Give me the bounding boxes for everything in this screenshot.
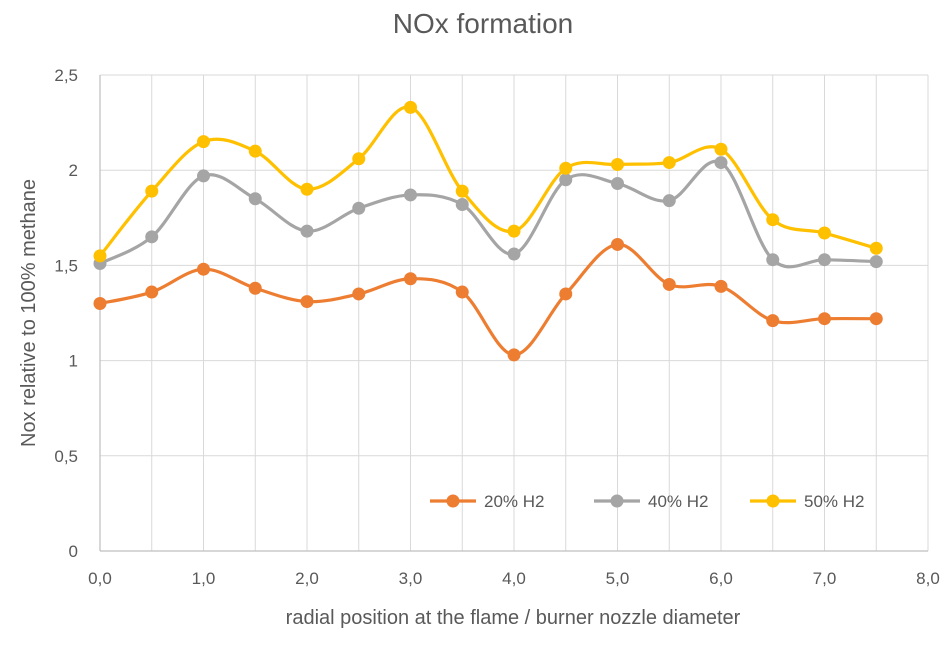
legend-label: 40% H2 bbox=[648, 492, 708, 511]
series-line-50-h2 bbox=[98, 105, 878, 258]
x-tick-label: 0,0 bbox=[88, 569, 112, 588]
data-point-40-h2 bbox=[766, 253, 780, 267]
data-point-20-h2 bbox=[559, 287, 573, 301]
series-line-20-h2 bbox=[98, 242, 878, 357]
x-tick-label: 6,0 bbox=[709, 569, 733, 588]
data-point-50-h2 bbox=[455, 184, 469, 198]
data-point-50-h2 bbox=[507, 224, 521, 238]
data-point-50-h2 bbox=[300, 182, 314, 196]
data-point-50-h2 bbox=[611, 157, 624, 171]
legend-item-20-h2: 20% H2 bbox=[430, 492, 544, 511]
data-point-20-h2 bbox=[766, 314, 780, 328]
series-line-40-h2 bbox=[98, 159, 878, 269]
legend-item-40-h2: 40% H2 bbox=[594, 492, 708, 511]
y-tick-label: 2 bbox=[69, 161, 78, 180]
series-40-h2 bbox=[93, 156, 883, 270]
data-point-50-h2 bbox=[352, 152, 366, 166]
legend-swatch-marker bbox=[610, 494, 624, 508]
data-point-40-h2 bbox=[197, 169, 210, 183]
gridlines bbox=[100, 74, 929, 551]
x-tick-label: 4,0 bbox=[502, 569, 526, 588]
data-point-20-h2 bbox=[93, 296, 107, 310]
y-tick-label: 2,5 bbox=[54, 66, 78, 85]
data-point-20-h2 bbox=[611, 237, 624, 251]
data-point-40-h2 bbox=[662, 194, 676, 208]
series-lines bbox=[93, 100, 883, 362]
y-axis-label: Nox relative to 100% methane bbox=[18, 179, 40, 447]
x-tick-label: 3,0 bbox=[399, 569, 423, 588]
series-20-h2 bbox=[93, 237, 883, 362]
data-point-50-h2 bbox=[404, 100, 417, 114]
legend-item-50-h2: 50% H2 bbox=[750, 492, 864, 511]
chart-title: NOx formation bbox=[393, 8, 574, 39]
data-point-20-h2 bbox=[197, 262, 210, 276]
data-point-20-h2 bbox=[455, 285, 469, 299]
legend-swatch-marker bbox=[766, 494, 780, 508]
x-tick-label: 2,0 bbox=[295, 569, 319, 588]
data-point-20-h2 bbox=[404, 272, 417, 286]
data-point-50-h2 bbox=[197, 135, 210, 149]
data-point-20-h2 bbox=[352, 287, 366, 301]
data-point-40-h2 bbox=[145, 230, 159, 244]
legend-swatch-marker bbox=[446, 494, 460, 508]
legend-label: 50% H2 bbox=[804, 492, 864, 511]
data-point-40-h2 bbox=[455, 197, 469, 211]
data-point-40-h2 bbox=[300, 224, 314, 238]
data-point-50-h2 bbox=[818, 226, 831, 240]
y-tick-label: 1 bbox=[69, 352, 78, 371]
data-point-50-h2 bbox=[662, 156, 676, 170]
data-point-50-h2 bbox=[869, 241, 883, 255]
data-point-40-h2 bbox=[248, 192, 262, 206]
y-tick-label: 0,5 bbox=[54, 447, 78, 466]
data-point-40-h2 bbox=[869, 255, 883, 269]
data-point-20-h2 bbox=[869, 312, 883, 326]
data-point-40-h2 bbox=[404, 188, 417, 202]
data-point-40-h2 bbox=[352, 201, 366, 215]
data-point-50-h2 bbox=[559, 161, 573, 175]
data-point-20-h2 bbox=[714, 279, 728, 293]
data-point-40-h2 bbox=[611, 177, 624, 191]
data-point-40-h2 bbox=[818, 253, 831, 267]
data-point-20-h2 bbox=[507, 348, 521, 362]
data-point-50-h2 bbox=[714, 142, 728, 156]
y-tick-label: 0 bbox=[69, 542, 78, 561]
data-point-40-h2 bbox=[714, 156, 728, 170]
data-point-20-h2 bbox=[248, 281, 262, 295]
x-axis-label: radial position at the flame / burner no… bbox=[286, 607, 741, 629]
x-tick-label: 5,0 bbox=[606, 569, 630, 588]
data-point-40-h2 bbox=[507, 247, 521, 261]
data-point-50-h2 bbox=[93, 249, 107, 263]
legend-label: 20% H2 bbox=[484, 492, 544, 511]
x-tick-label: 8,0 bbox=[916, 569, 940, 588]
series-50-h2 bbox=[93, 100, 883, 263]
data-point-20-h2 bbox=[145, 285, 159, 299]
x-tick-label: 7,0 bbox=[813, 569, 837, 588]
data-point-50-h2 bbox=[248, 144, 262, 158]
data-point-50-h2 bbox=[766, 213, 780, 227]
axes bbox=[99, 75, 928, 552]
data-point-20-h2 bbox=[818, 312, 831, 326]
data-point-50-h2 bbox=[145, 184, 159, 198]
data-point-20-h2 bbox=[662, 277, 676, 291]
x-tick-label: 1,0 bbox=[192, 569, 216, 588]
legend: 20% H2 40% H2 50% H2 bbox=[430, 492, 864, 511]
y-tick-label: 1,5 bbox=[54, 256, 78, 275]
data-point-20-h2 bbox=[300, 295, 314, 309]
data-point-40-h2 bbox=[559, 173, 573, 187]
tick-labels: 0,0 1,0 2,0 3,0 4,0 5,0 6,0 7,0 8,0 0 0,5 1 1,5 2 2,5 bbox=[54, 66, 939, 588]
